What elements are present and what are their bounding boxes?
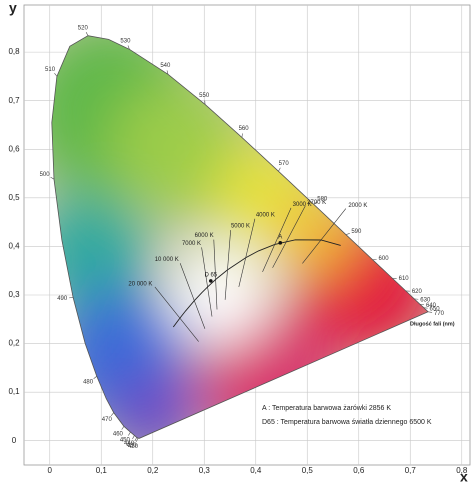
wavelength-tick: [127, 45, 130, 50]
wavelength-tick: [428, 311, 433, 313]
wavelength-label: 500: [40, 172, 51, 178]
wavelength-tick: [50, 176, 55, 180]
color-fill: [51, 35, 429, 439]
isotemperature-line: [238, 218, 256, 287]
isotemperature-label: 2000 K: [348, 203, 367, 209]
wavelength-label: 600: [379, 256, 390, 262]
wavelength-tick: [372, 258, 377, 261]
isotemperature-label: 4000 K: [256, 212, 275, 218]
wavelength-tick: [241, 133, 243, 138]
isotemperature-label: 7000 K: [182, 241, 201, 247]
wavelength-tick: [128, 431, 131, 436]
wavelength-tick: [93, 376, 97, 379]
isotemperature-line: [213, 239, 218, 310]
x-axis-label: x: [460, 469, 468, 485]
y-axis-label: y: [9, 0, 17, 16]
wavelength-label: 610: [399, 276, 410, 282]
note: A : Temperatura barwowa żarówki 2856 K: [262, 405, 391, 412]
planckian-locus: [172, 239, 341, 328]
color-blob: [169, 244, 270, 345]
wavelength-label: 640: [426, 303, 437, 309]
isotemperature-line: [302, 208, 347, 264]
wavelength-label: 550: [199, 93, 210, 99]
wavelength-label: 440: [124, 441, 135, 447]
x-tick-label: 0: [48, 466, 53, 475]
wavelength-label: 530: [120, 38, 131, 44]
wavelength-tick: [313, 201, 317, 205]
wavelength-tick: [423, 307, 428, 309]
reference-label: D 65: [204, 272, 217, 278]
wavelength-label: 490: [57, 296, 68, 302]
isotemperature-label: 2700 K: [307, 200, 326, 206]
x-tick-label: 0,8: [456, 466, 468, 475]
wavelength-label: 460: [113, 431, 124, 437]
isotemperature-label: 3000 K: [293, 202, 312, 208]
color-blob: [107, 371, 198, 439]
isotemperature-line: [154, 286, 199, 342]
y-tick-label: 0,2: [8, 339, 20, 348]
wavelength-label: 590: [351, 229, 362, 235]
x-tick-label: 0,3: [199, 466, 211, 475]
wavelength-label: 570: [279, 161, 290, 167]
y-tick-label: 0,6: [8, 144, 20, 153]
y-tick-label: 0,8: [8, 47, 20, 56]
y-tick-label: 0,1: [8, 387, 20, 396]
wavelength-label: 470: [102, 417, 113, 423]
wavelength-tick: [134, 437, 138, 442]
isotemperature-label: 20 000 K: [128, 281, 152, 287]
x-tick-label: 0,6: [353, 466, 365, 475]
wavelength-label: 540: [160, 63, 171, 69]
reference-point: [278, 241, 283, 245]
y-tick-label: 0,7: [8, 96, 20, 105]
wavelength-tick: [54, 72, 58, 77]
wavelength-tick: [166, 70, 169, 75]
isotemperature-line: [201, 247, 213, 317]
wavelength-label: 560: [239, 126, 250, 132]
plot-frame: [23, 4, 471, 466]
x-tick-label: 0,4: [250, 466, 262, 475]
wavelength-label: 580: [317, 196, 328, 202]
isotemperature-label: 6000 K: [195, 233, 214, 239]
note: D65 : Temperatura barwowa światła dzienn…: [262, 419, 432, 426]
y-tick-label: 0,3: [8, 290, 20, 299]
wavelength-label: Długość fali (nm): [410, 321, 455, 327]
wavelength-tick: [135, 438, 139, 442]
isotemperature-line: [179, 263, 206, 329]
wavelength-tick: [132, 435, 135, 440]
wavelength-label: 520: [78, 25, 89, 31]
wavelength-label: 770: [434, 311, 445, 317]
isotemperature-line: [262, 207, 292, 272]
wavelength-tick: [345, 233, 350, 235]
isotemperature-line: [272, 205, 306, 268]
wavelength-label: 430: [127, 443, 138, 449]
x-tick-label: 0,5: [302, 466, 314, 475]
isotemperature-label: 5000 K: [231, 224, 250, 230]
x-tick-label: 0,1: [96, 466, 108, 475]
x-tick-label: 0,2: [147, 466, 159, 475]
wavelength-label: 650: [430, 306, 441, 312]
wavelength-label: 620: [412, 289, 423, 295]
wavelength-tick: [278, 167, 281, 172]
reference-point: [208, 279, 213, 283]
wavelength-label: 480: [83, 379, 94, 385]
x-tick-label: 0,7: [405, 466, 417, 475]
wavelength-label: 420: [128, 444, 139, 450]
y-tick-label: 0,5: [8, 193, 20, 202]
y-tick-label: 0,4: [8, 242, 20, 251]
wavelength-label: 630: [420, 297, 431, 303]
isotemperature-line: [224, 230, 231, 300]
wavelength-label: 510: [45, 67, 56, 73]
wavelength-tick: [121, 426, 125, 430]
wavelength-tick: [85, 32, 89, 36]
wavelength-tick: [110, 412, 114, 416]
y-tick-label: 0: [12, 436, 17, 445]
wavelength-label: 450: [120, 437, 131, 443]
isotemperature-label: 10 000 K: [155, 257, 179, 263]
reference-label: A: [278, 234, 282, 240]
